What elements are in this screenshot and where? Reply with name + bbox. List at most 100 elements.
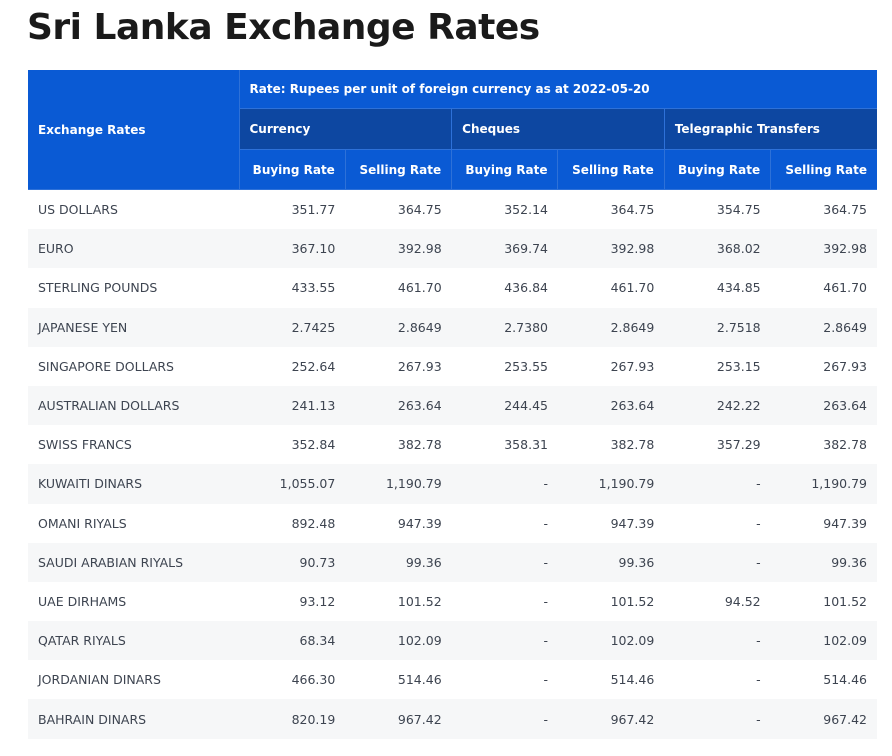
currency-name-cell: QATAR RIYALS: [28, 621, 239, 661]
currency-name-cell: STERLING POUNDS: [28, 268, 239, 308]
rate-cell: 2.7518: [664, 307, 771, 347]
table-row: BAHRAIN DINARS 820.19 967.42-967.42-967.42: [28, 699, 877, 739]
table-row: SWISS FRANCS 352.84 382.78 358.31 382.78 357.…: [28, 425, 877, 465]
column-header-currency-buying: Buying Rate: [238, 149, 346, 190]
currency-name-cell: EURO: [28, 229, 239, 269]
rate-cell: 253.55: [451, 346, 558, 386]
rate-cell: -: [664, 464, 771, 504]
column-header-cheques-selling: Selling Rate: [557, 149, 665, 190]
table-row: AUSTRALIAN DOLLARS 241.13 263.64 244.45 263.…: [28, 385, 877, 426]
page-title: Sri Lanka Exchange Rates: [27, 7, 540, 48]
rate-cell: -: [451, 464, 558, 504]
table-row: US DOLLARS 351.77 364.75 352.14 364.75 354.75…: [28, 189, 877, 230]
rate-cell: 369.74: [451, 229, 558, 269]
table-row: OMANI RIYALS 892.48 947.39-947.39-947.39: [28, 503, 877, 543]
rate-cell: 242.22: [664, 385, 771, 426]
rate-cell: 433.55: [239, 268, 346, 308]
rate-cell: 461.70: [770, 268, 877, 308]
table-row: KUWAITI DINARS 1,055.07 1,190.79-1,190.79-…: [28, 464, 877, 504]
rate-cell: 99.36: [345, 542, 452, 582]
rate-cell: 102.09: [770, 621, 877, 661]
currency-name-cell: JAPANESE YEN: [28, 307, 239, 347]
currency-name-cell: SINGAPORE DOLLARS: [28, 346, 239, 386]
column-header-currency-selling: Selling Rate: [344, 149, 452, 190]
table-row: EURO 367.10 392.98 369.74 392.98 368.02 392.98: [28, 229, 877, 269]
rate-cell: 892.48: [239, 503, 346, 543]
rate-cell: -: [664, 621, 771, 661]
rate-cell: 357.29: [664, 425, 771, 465]
rate-cell: -: [451, 660, 558, 700]
rate-cell: 2.8649: [557, 307, 665, 347]
rate-cell: 1,055.07: [239, 464, 346, 504]
rate-cell: 364.75: [557, 189, 665, 230]
rate-cell: 382.78: [770, 425, 877, 465]
currency-name-cell: BAHRAIN DINARS: [28, 699, 239, 739]
rate-cell: 252.64: [239, 346, 346, 386]
rate-cell: 364.75: [770, 189, 877, 230]
table-row: UAE DIRHAMS 93.12 101.52-101.52 94.52 101.52: [28, 581, 877, 622]
rate-cell: 514.46: [345, 660, 452, 700]
rate-cell: 1,190.79: [770, 464, 877, 504]
rate-cell: 1,190.79: [345, 464, 452, 504]
rate-cell: 99.36: [770, 542, 877, 582]
rate-cell: -: [451, 621, 558, 661]
rate-cell: 244.45: [451, 385, 558, 426]
rate-cell: 434.85: [664, 268, 771, 308]
rate-cell: -: [664, 660, 771, 700]
rate-cell: 267.93: [557, 346, 665, 386]
rate-cell: 436.84: [451, 268, 558, 308]
table-header: Exchange Rates Rate: Rupees per unit of …: [28, 70, 877, 190]
currency-name-cell: AUSTRALIAN DOLLARS: [28, 385, 239, 426]
column-header-tt-selling: Selling Rate: [770, 149, 877, 190]
table-row: QATAR RIYALS 68.34 102.09-102.09-102.09: [28, 621, 877, 661]
rate-cell: 967.42: [345, 699, 452, 739]
rate-cell: 263.64: [557, 385, 665, 426]
rate-cell: 2.7380: [451, 307, 558, 347]
table-row: JORDANIAN DINARS 466.30 514.46-514.46-514.…: [28, 660, 877, 700]
rate-cell: 101.52: [557, 581, 665, 622]
rate-cell: 68.34: [239, 621, 346, 661]
table-row: SINGAPORE DOLLARS 252.64 267.93 253.55 267.9…: [28, 346, 877, 386]
rate-cell: 382.78: [557, 425, 665, 465]
rate-cell: 967.42: [770, 699, 877, 739]
group-header-telegraphic-transfers: Telegraphic Transfers: [663, 108, 877, 150]
table-body: US DOLLARS 351.77 364.75 352.14 364.75 354.75…: [28, 189, 877, 739]
corner-header: Exchange Rates: [28, 70, 239, 190]
column-header-cheques-buying: Buying Rate: [451, 149, 558, 190]
rate-cell: 354.75: [664, 189, 771, 230]
rate-cell: 392.98: [557, 229, 665, 269]
rate-cell: 94.52: [664, 581, 771, 622]
rate-cell: -: [451, 503, 558, 543]
currency-name-cell: SWISS FRANCS: [28, 425, 239, 465]
rate-cell: 947.39: [770, 503, 877, 543]
table-row: STERLING POUNDS 433.55 461.70 436.84 461.70 4…: [28, 268, 877, 308]
rate-cell: 253.15: [664, 346, 771, 386]
rate-cell: 1,190.79: [557, 464, 665, 504]
rate-cell: -: [451, 542, 558, 582]
rate-cell: 466.30: [239, 660, 346, 700]
rate-cell: 392.98: [770, 229, 877, 269]
rate-cell: 241.13: [239, 385, 346, 426]
currency-name-cell: KUWAITI DINARS: [28, 464, 239, 504]
rate-cell: 967.42: [557, 699, 665, 739]
currency-name-cell: JORDANIAN DINARS: [28, 660, 239, 700]
rate-cell: 514.46: [557, 660, 665, 700]
rate-cell: 2.7425: [239, 307, 346, 347]
currency-name-cell: OMANI RIYALS: [28, 503, 239, 543]
rate-cell: 367.10: [239, 229, 346, 269]
rate-cell: 461.70: [345, 268, 452, 308]
rate-cell: 947.39: [345, 503, 452, 543]
rate-cell: -: [664, 542, 771, 582]
rate-cell: -: [664, 699, 771, 739]
currency-name-cell: US DOLLARS: [28, 189, 239, 230]
rate-cell: 263.64: [345, 385, 452, 426]
rate-cell: 820.19: [239, 699, 346, 739]
rate-cell: 90.73: [239, 542, 346, 582]
rate-cell: 514.46: [770, 660, 877, 700]
rate-cell: 267.93: [345, 346, 452, 386]
rate-cell: -: [664, 503, 771, 543]
rate-cell: 364.75: [345, 189, 452, 230]
group-header-cheques: Cheques: [451, 108, 665, 150]
rate-cell: 392.98: [345, 229, 452, 269]
